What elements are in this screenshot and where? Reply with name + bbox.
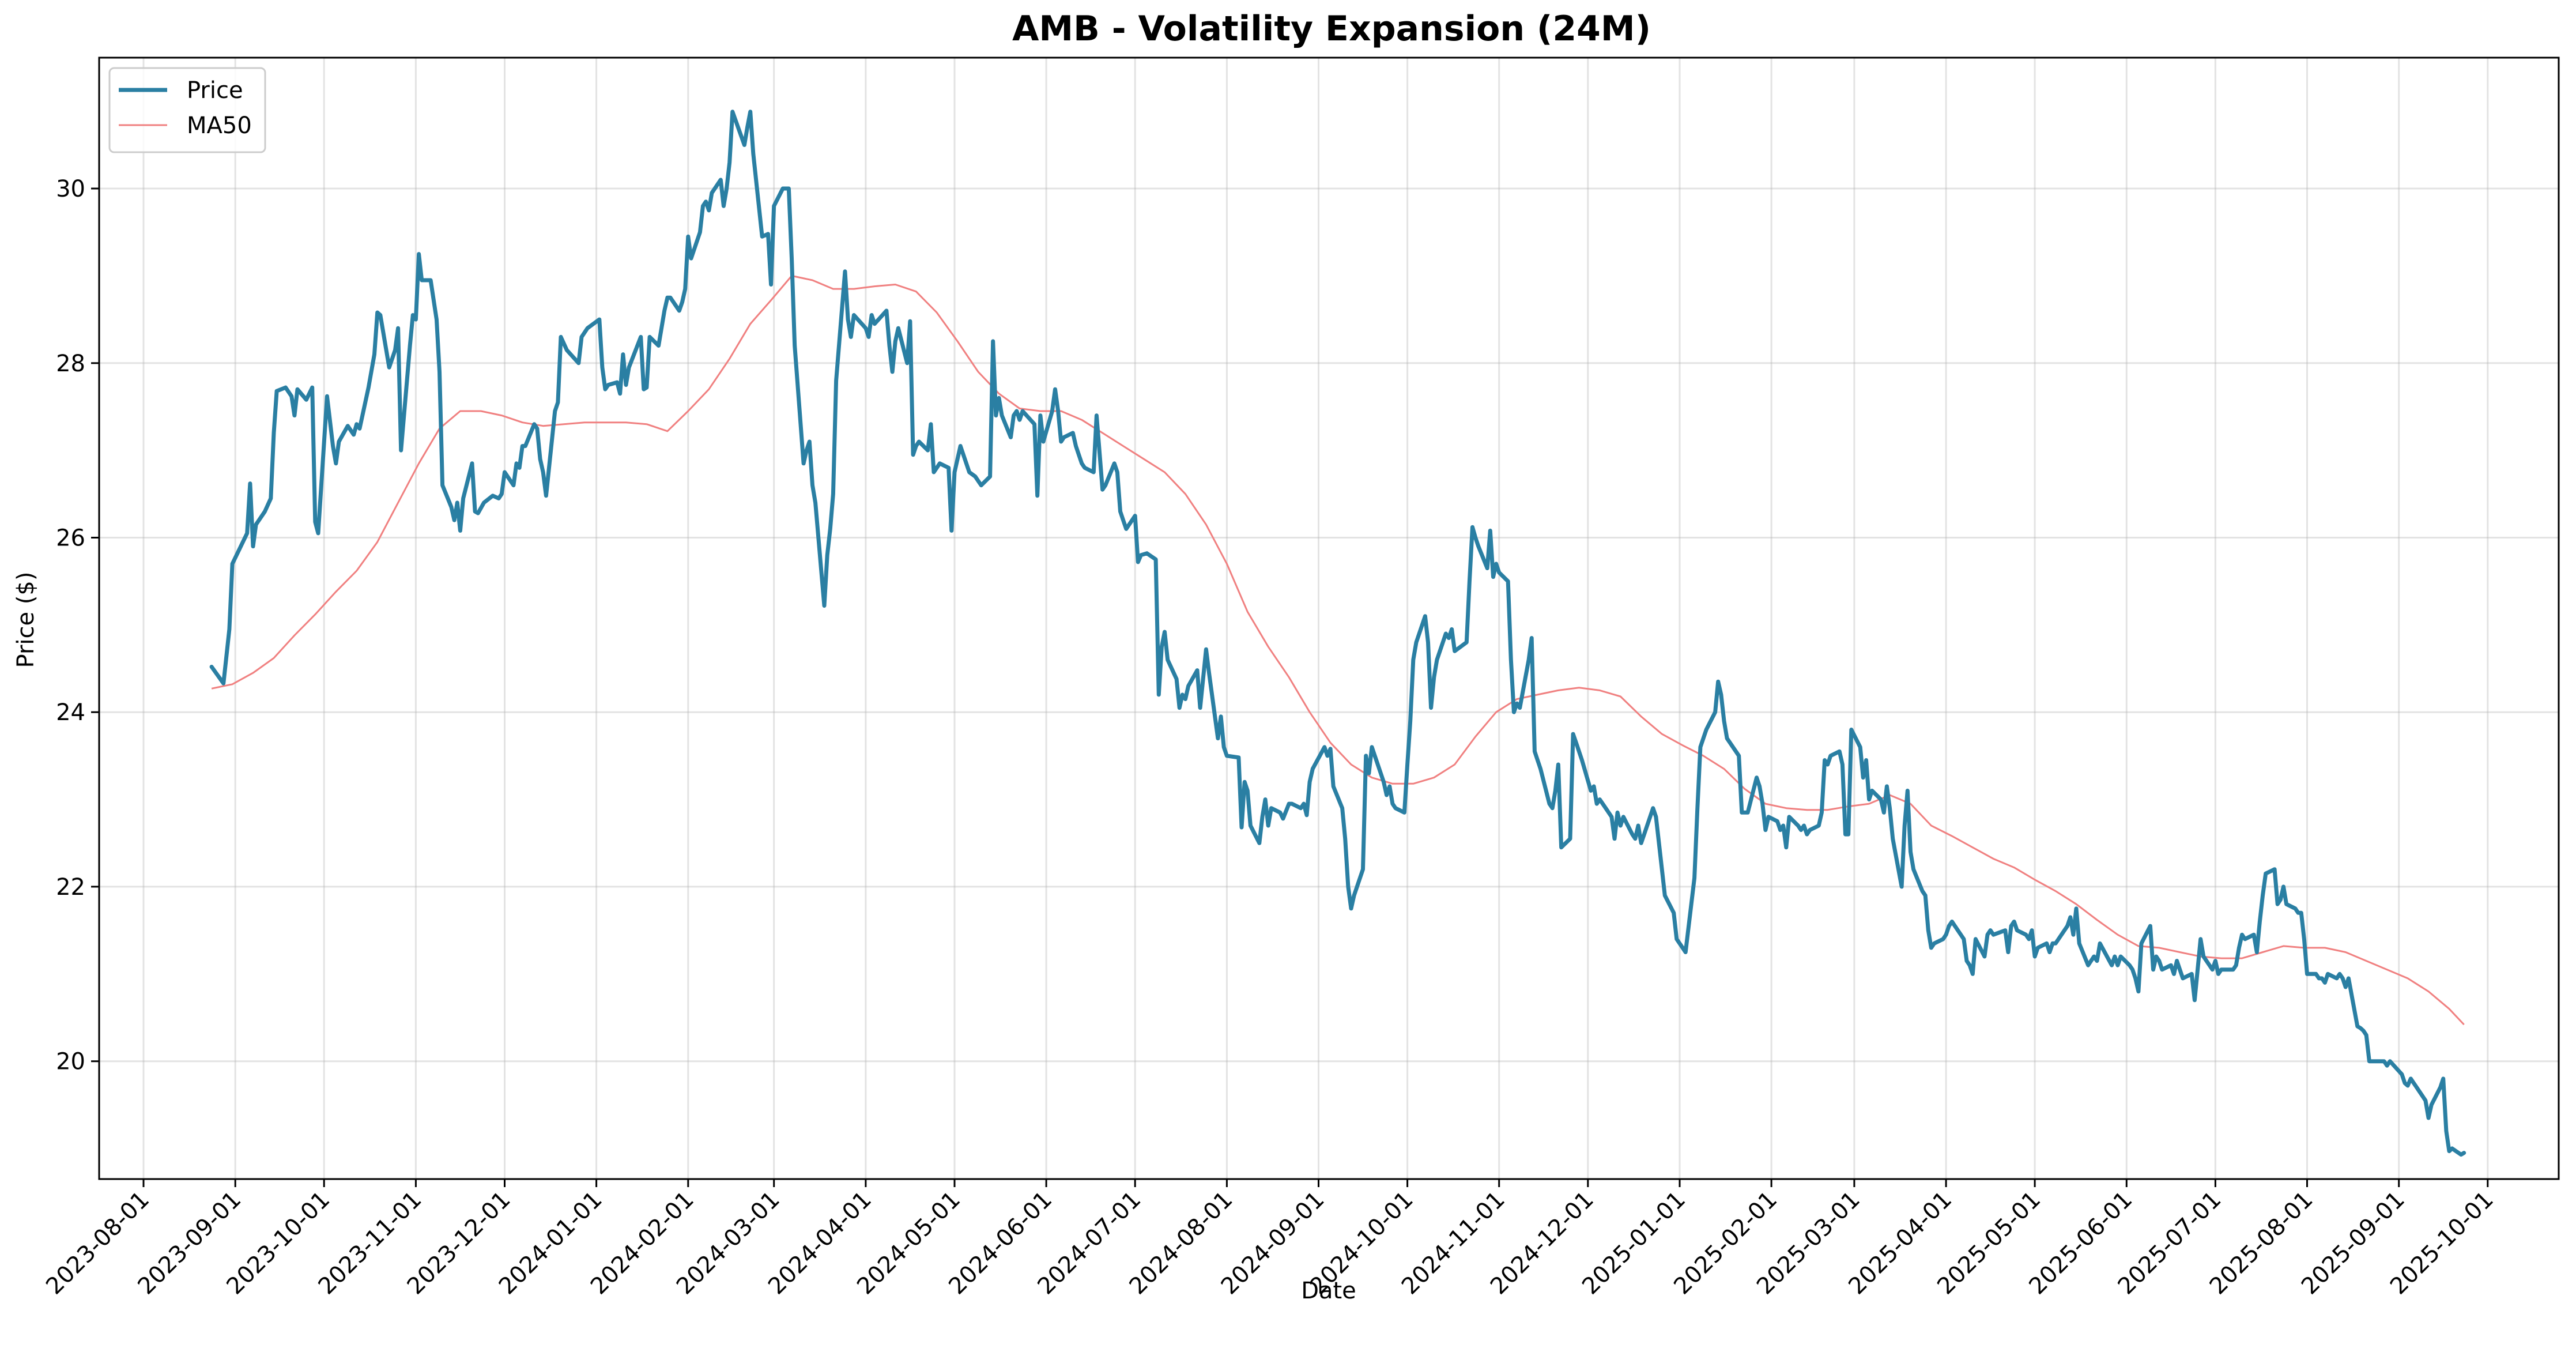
legend-price-label: Price bbox=[187, 77, 243, 104]
y-tick-label: 26 bbox=[56, 525, 85, 552]
y-tick-label: 30 bbox=[56, 176, 85, 202]
legend-ma50-label: MA50 bbox=[187, 112, 252, 139]
y-axis-label: Price ($) bbox=[13, 572, 39, 668]
y-tick-label: 22 bbox=[56, 874, 85, 901]
y-tick-label: 24 bbox=[56, 699, 85, 726]
x-axis-label: Date bbox=[1301, 1278, 1356, 1304]
chart-title: AMB - Volatility Expansion (24M) bbox=[1012, 9, 1651, 49]
price-series bbox=[209, 110, 2466, 1157]
y-tick-label: 20 bbox=[56, 1049, 85, 1075]
price-line bbox=[209, 110, 2466, 1157]
legend: Price MA50 bbox=[108, 67, 266, 153]
grid bbox=[99, 58, 2559, 1179]
y-axis: 20 22 24 26 28 30 bbox=[56, 176, 99, 1075]
ma50-line bbox=[211, 274, 2465, 1026]
y-tick-label: 28 bbox=[56, 351, 85, 377]
ma50-series bbox=[211, 274, 2465, 1026]
plot-frame bbox=[98, 57, 2560, 1180]
